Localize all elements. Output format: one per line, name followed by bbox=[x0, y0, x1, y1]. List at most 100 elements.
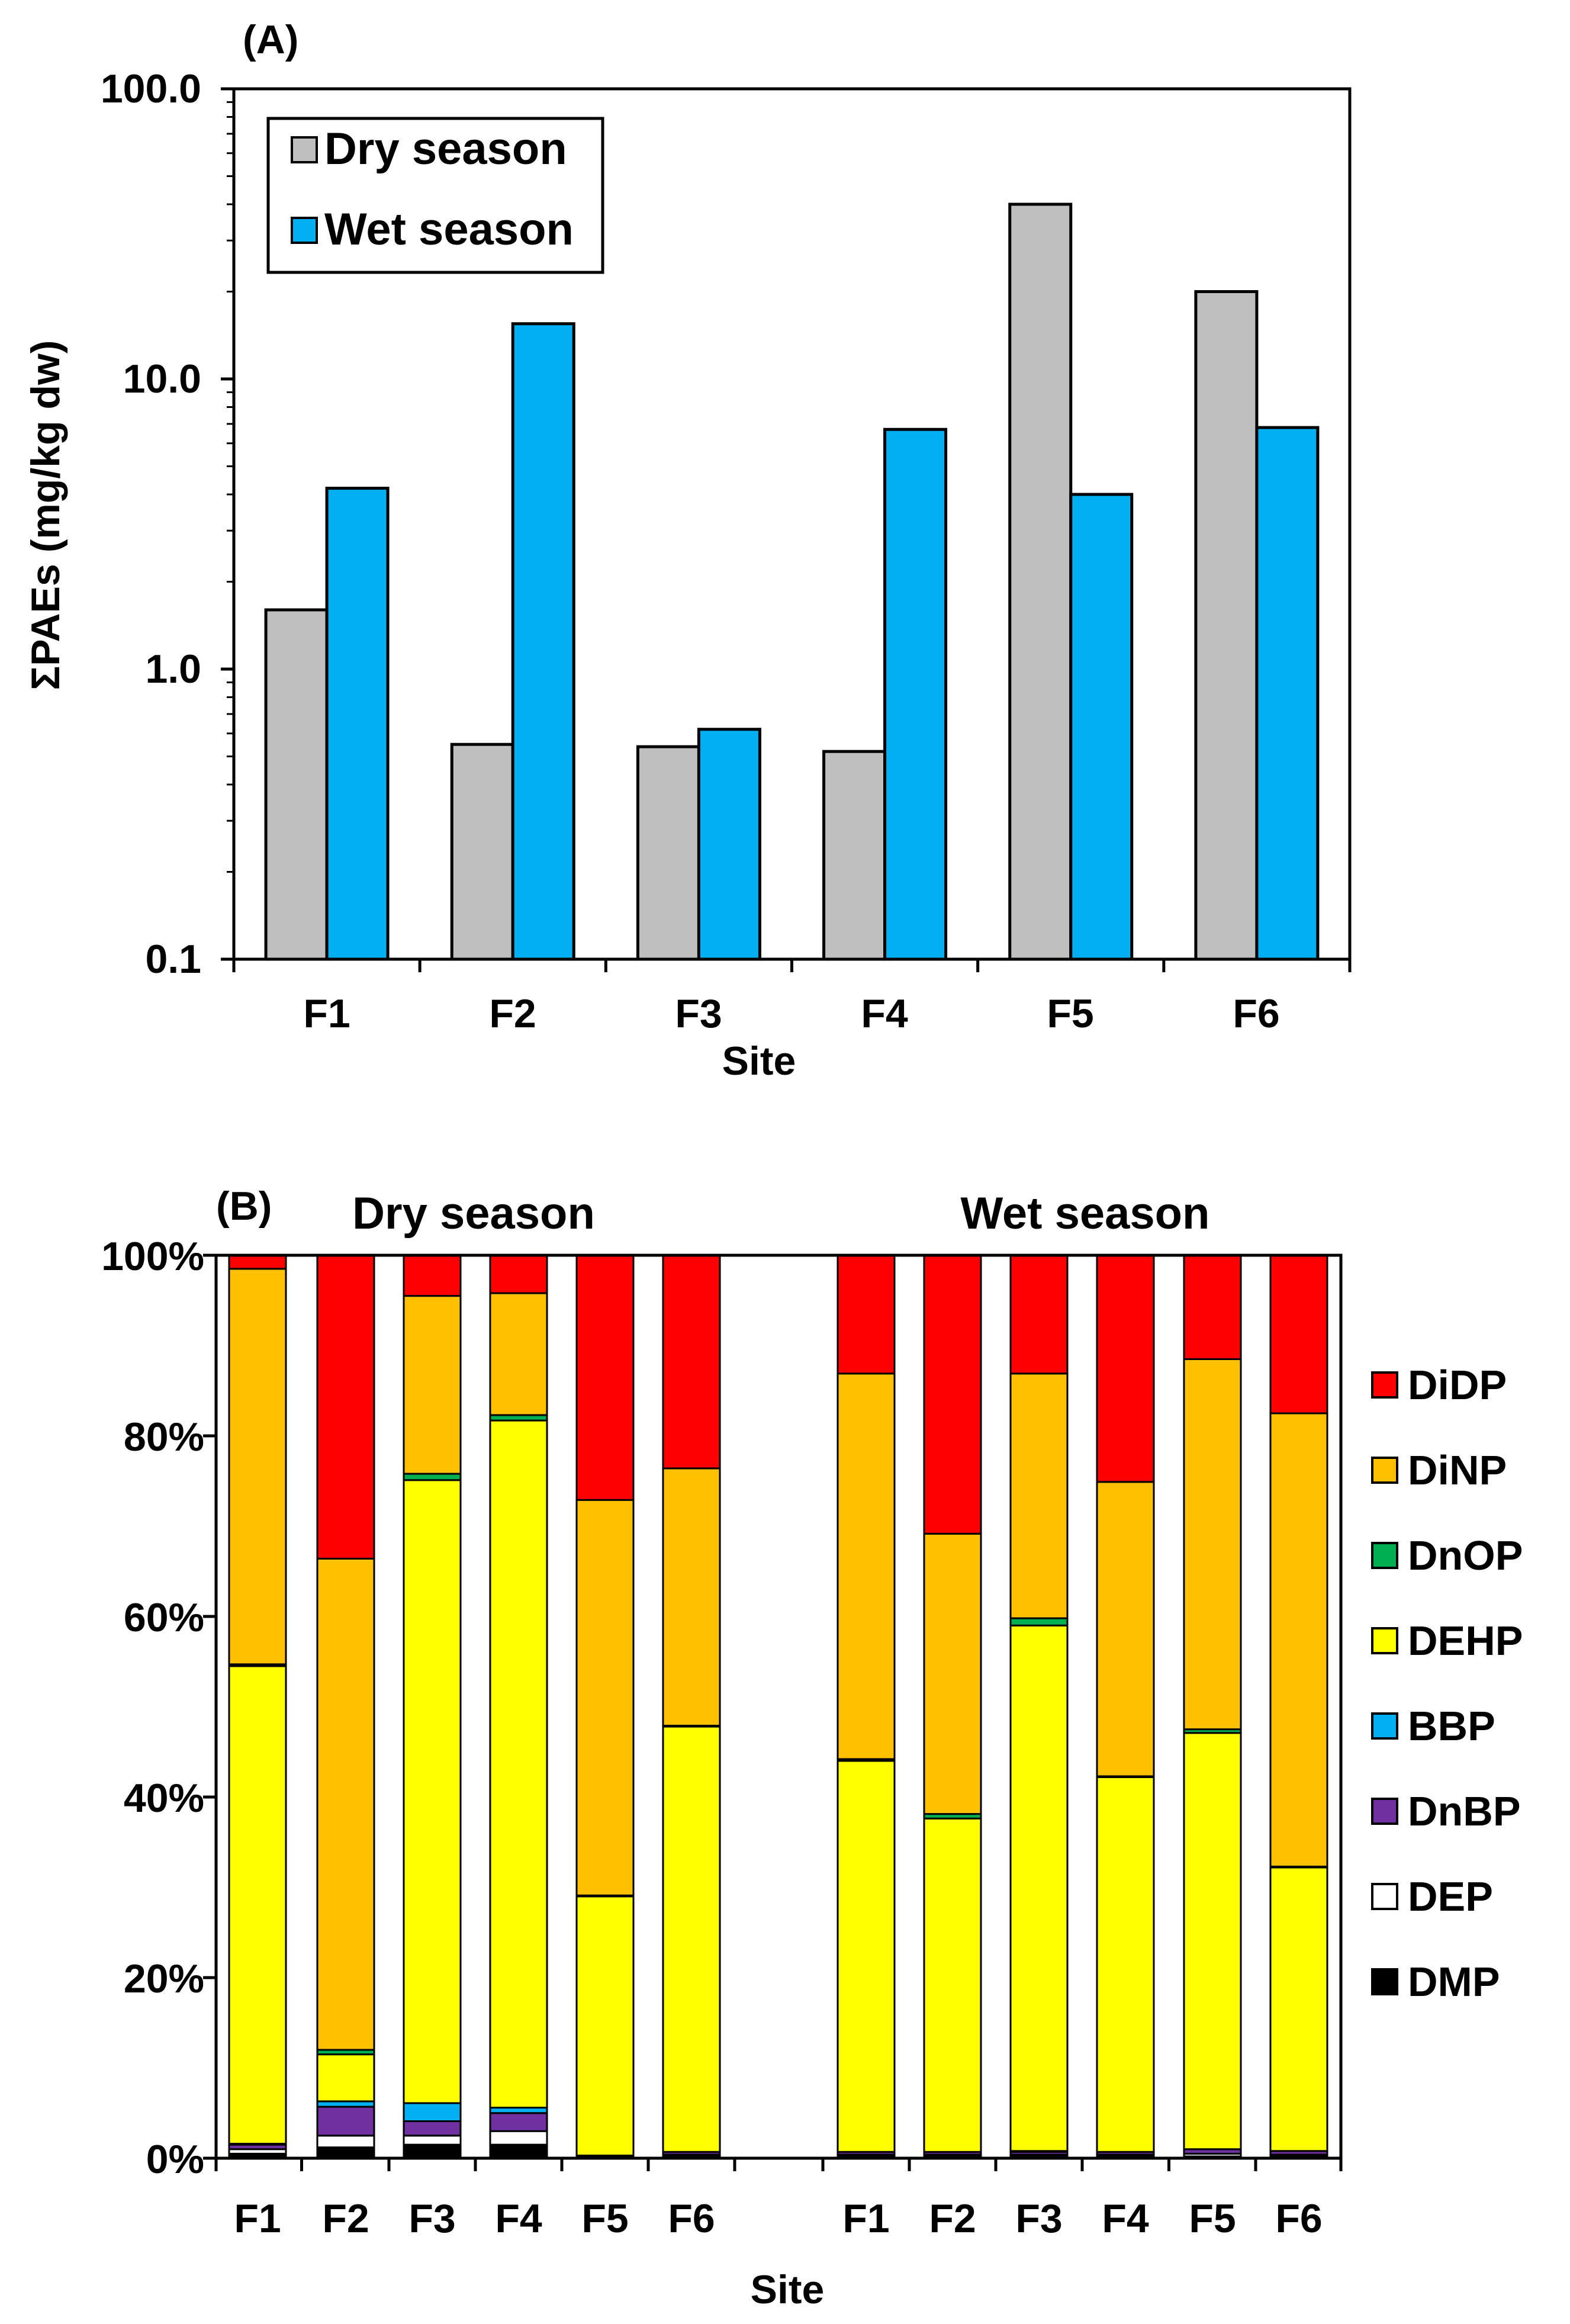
bar-segment-dinp-dry-f1 bbox=[228, 1268, 287, 1666]
legend-label-wet: Wet season bbox=[324, 204, 574, 255]
legend-swatch-dinp bbox=[1371, 1457, 1398, 1484]
xtick-label: F5 bbox=[1047, 991, 1093, 1036]
bar-segment-dmp-dry-f4 bbox=[489, 2143, 548, 2159]
ytick-label: 100.0 bbox=[101, 66, 201, 111]
xtick-label: F3 bbox=[1015, 2196, 1062, 2241]
legend-label-bbp: BBP bbox=[1408, 1703, 1495, 1749]
panel-a-plot-frame bbox=[232, 87, 1352, 961]
bar-dry-season-f4 bbox=[822, 750, 887, 961]
panel-a-ylabel: ΣPAEs (mg/kg dw) bbox=[23, 340, 68, 690]
bar-wet-season-f5 bbox=[1069, 493, 1134, 961]
legend-swatch-dep bbox=[1371, 1883, 1398, 1910]
legend-swatch-dehp bbox=[1371, 1627, 1398, 1654]
panel-a-xlabel: Site bbox=[722, 1039, 796, 1084]
panel-a-ytick-labels: 0.1 1.0 10.0 100.0 bbox=[101, 66, 201, 982]
legend-label-dnop: DnOP bbox=[1408, 1532, 1523, 1579]
legend-swatch-bbp bbox=[1371, 1712, 1398, 1740]
bar-segment-dehp-dry-f4 bbox=[489, 1419, 548, 2109]
bar-segment-dinp-dry-f4 bbox=[489, 1292, 548, 1416]
bar-segment-didp-dry-f1 bbox=[228, 1254, 287, 1270]
legend-label-dep: DEP bbox=[1408, 1873, 1493, 1920]
panel-a-bars bbox=[264, 202, 1320, 961]
bar-segment-dehp-wet-f2 bbox=[923, 1817, 982, 2153]
xtick-label: F1 bbox=[234, 2196, 281, 2241]
bar-segment-dehp-dry-f6 bbox=[662, 1725, 721, 2153]
panel-b-label: (B) bbox=[216, 1184, 272, 1229]
bar-segment-dnbp-dry-f3 bbox=[403, 2120, 462, 2137]
bar-segment-dinp-wet-f2 bbox=[923, 1532, 982, 1815]
xtick-label: F3 bbox=[408, 2196, 455, 2241]
xtick-label: F2 bbox=[489, 991, 536, 1036]
xtick-label: F5 bbox=[1189, 2196, 1236, 2241]
bar-segment-dehp-wet-f6 bbox=[1269, 1866, 1328, 2152]
bar-segment-didp-dry-f5 bbox=[575, 1254, 635, 1501]
xtick-label: F6 bbox=[1275, 2196, 1322, 2241]
bar-segment-dinp-wet-f4 bbox=[1096, 1481, 1155, 1777]
legend-label-didp: DiDP bbox=[1408, 1362, 1507, 1408]
panel-b-bars bbox=[228, 1254, 1328, 2159]
bar-dry-season-f6 bbox=[1194, 290, 1259, 961]
ytick-label: 0.1 bbox=[145, 937, 201, 982]
bar-segment-dinp-wet-f3 bbox=[1009, 1372, 1069, 1619]
panel-b-plot-frame bbox=[214, 1253, 1343, 2160]
bar-segment-didp-wet-f6 bbox=[1269, 1254, 1328, 1415]
legend-label-dehp: DEHP bbox=[1408, 1618, 1523, 1664]
bar-dry-season-f3 bbox=[636, 745, 700, 961]
bar-segment-dep-dry-f2 bbox=[316, 2135, 375, 2149]
xtick-label: F4 bbox=[495, 2196, 542, 2241]
panel-b-legend: DiDP DiNP DnOP DEHP BBP DnBP DEP DMP bbox=[1371, 1362, 1523, 2005]
xtick-label: F6 bbox=[1233, 991, 1279, 1036]
panel-a-label: (A) bbox=[243, 17, 298, 62]
panel-b-xtick-labels: F1 F2 F3 F4 F5 F6 F1 F2 F3 F4 F5 F6 bbox=[234, 2196, 1322, 2241]
ytick-label: 60% bbox=[124, 1595, 204, 1640]
bar-segment-dnop-dry-f3 bbox=[403, 1473, 462, 1481]
bar-wet-season-f4 bbox=[883, 427, 948, 961]
bar-segment-dehp-wet-f5 bbox=[1183, 1732, 1242, 2151]
legend-label-dry: Dry season bbox=[324, 124, 567, 174]
bar-segment-didp-wet-f4 bbox=[1096, 1254, 1155, 1483]
bar-segment-dnbp-dry-f2 bbox=[316, 2106, 375, 2137]
xtick-label: F5 bbox=[581, 2196, 628, 2241]
ytick-label: 0% bbox=[146, 2137, 204, 2182]
bar-wet-season-f1 bbox=[325, 487, 390, 961]
bar-segment-dinp-wet-f1 bbox=[837, 1372, 896, 1760]
bar-segment-dmp-dry-f2 bbox=[316, 2146, 375, 2159]
bar-segment-didp-wet-f5 bbox=[1183, 1254, 1242, 1360]
legend-swatch-dnop bbox=[1371, 1542, 1398, 1569]
legend-swatch-dmp bbox=[1371, 1968, 1398, 1995]
xtick-label: F4 bbox=[861, 991, 908, 1036]
bar-segment-didp-wet-f2 bbox=[923, 1254, 982, 1535]
bar-segment-didp-dry-f3 bbox=[403, 1254, 462, 1297]
legend-label-dnbp: DnBP bbox=[1408, 1788, 1521, 1834]
bar-dry-season-f5 bbox=[1008, 202, 1073, 961]
bar-segment-dmp-dry-f3 bbox=[403, 2143, 462, 2159]
legend-swatch-dry bbox=[291, 136, 318, 163]
bar-segment-dinp-dry-f5 bbox=[575, 1499, 635, 1897]
legend-swatch-didp bbox=[1371, 1371, 1398, 1399]
panel-b-ticks bbox=[203, 1253, 1343, 2171]
bar-wet-season-f6 bbox=[1255, 426, 1320, 961]
panel-b: (B) Dry season Wet season 0% 20% 40% 60%… bbox=[101, 1184, 1523, 2312]
ytick-label: 100% bbox=[101, 1234, 204, 1279]
legend-box bbox=[266, 117, 604, 274]
bar-segment-didp-dry-f4 bbox=[489, 1254, 548, 1294]
panel-b-ytick-labels: 0% 20% 40% 60% 80% 100% bbox=[101, 1234, 204, 2182]
panel-b-xlabel: Site bbox=[751, 2267, 825, 2312]
bar-segment-dinp-dry-f3 bbox=[403, 1295, 462, 1475]
legend-label-dmp: DMP bbox=[1408, 1959, 1500, 2005]
ytick-label: 80% bbox=[124, 1415, 204, 1460]
bar-segment-dehp-wet-f4 bbox=[1096, 1776, 1155, 2153]
legend-swatch-wet bbox=[291, 217, 318, 244]
bar-segment-didp-wet-f3 bbox=[1009, 1254, 1069, 1375]
bar-segment-dnop-wet-f3 bbox=[1009, 1617, 1069, 1627]
bar-segment-dnbp-dry-f4 bbox=[489, 2112, 548, 2132]
bar-segment-didp-dry-f6 bbox=[662, 1254, 721, 1470]
ytick-label: 1.0 bbox=[145, 647, 201, 692]
bar-segment-dinp-wet-f6 bbox=[1269, 1412, 1328, 1867]
xtick-label: F3 bbox=[675, 991, 722, 1036]
xtick-label: F2 bbox=[929, 2196, 976, 2241]
panel-a-legend: Dry season Wet season bbox=[266, 117, 604, 274]
bar-wet-season-f2 bbox=[511, 322, 575, 961]
ytick-label: 10.0 bbox=[123, 356, 201, 401]
